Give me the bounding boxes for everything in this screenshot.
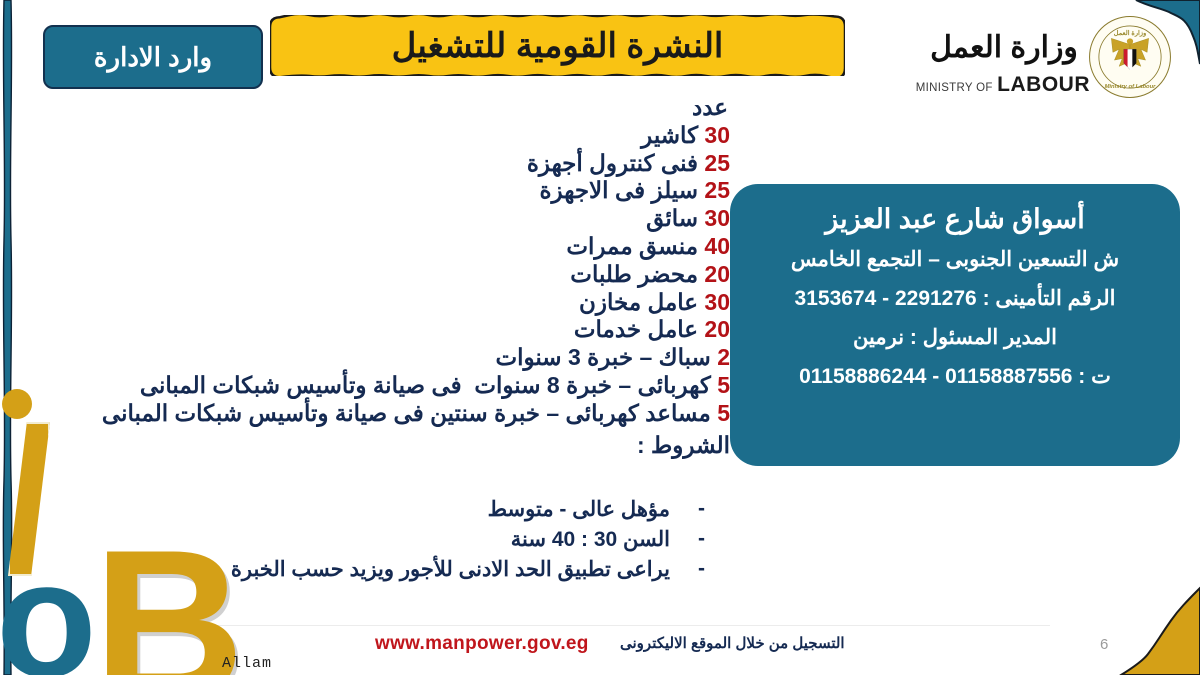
svg-text:Ministry of Labour: Ministry of Labour xyxy=(1105,84,1157,90)
svg-text:وزارة العمل: وزارة العمل xyxy=(1114,29,1147,37)
